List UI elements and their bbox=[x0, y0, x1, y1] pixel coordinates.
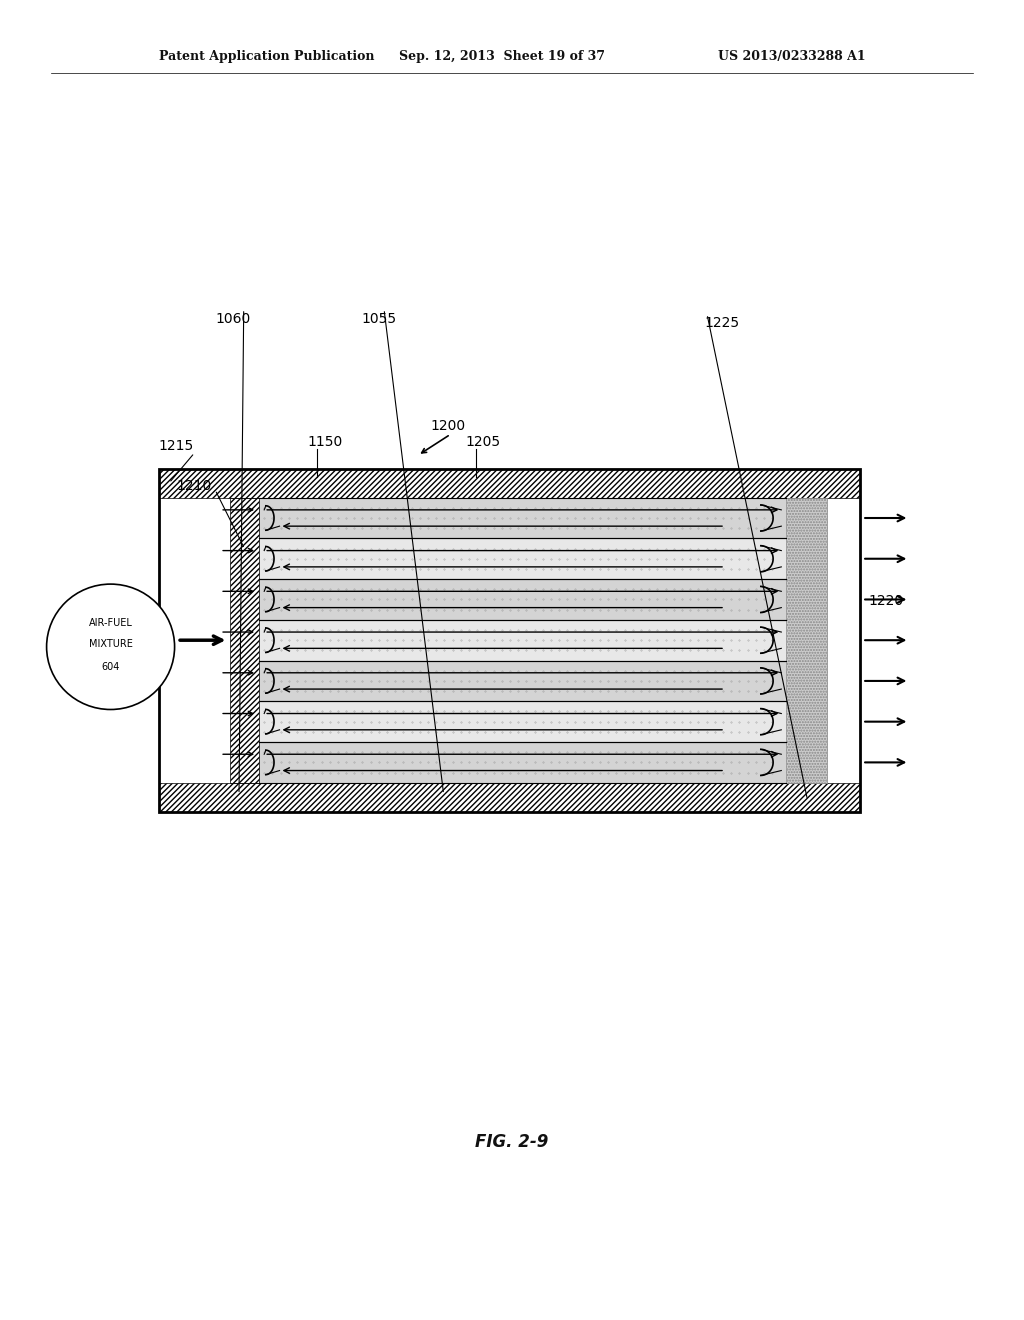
Text: Patent Application Publication: Patent Application Publication bbox=[159, 50, 374, 63]
Bar bbox=[259, 498, 786, 539]
Bar bbox=[159, 469, 860, 812]
Bar bbox=[259, 620, 786, 660]
Text: 1150: 1150 bbox=[307, 436, 342, 449]
Text: 1210: 1210 bbox=[176, 479, 211, 492]
Text: US 2013/0233288 A1: US 2013/0233288 A1 bbox=[718, 50, 865, 63]
Ellipse shape bbox=[47, 583, 174, 710]
Text: 1205: 1205 bbox=[466, 436, 501, 449]
Bar bbox=[259, 579, 786, 620]
Bar bbox=[230, 498, 259, 783]
Text: 1055: 1055 bbox=[361, 313, 396, 326]
Text: 1225: 1225 bbox=[705, 317, 739, 330]
Bar bbox=[259, 539, 786, 579]
Text: 604: 604 bbox=[101, 661, 120, 672]
Text: 1215: 1215 bbox=[159, 440, 194, 453]
Text: 1200: 1200 bbox=[430, 420, 465, 433]
Text: FIG. 2-9: FIG. 2-9 bbox=[475, 1133, 549, 1151]
Bar bbox=[786, 498, 827, 783]
Text: MIXTURE: MIXTURE bbox=[89, 639, 132, 649]
Text: Sep. 12, 2013  Sheet 19 of 37: Sep. 12, 2013 Sheet 19 of 37 bbox=[398, 50, 605, 63]
Bar bbox=[259, 660, 786, 701]
Text: 1220: 1220 bbox=[868, 594, 903, 607]
Text: AIR-FUEL: AIR-FUEL bbox=[89, 618, 132, 628]
Bar bbox=[259, 701, 786, 742]
Bar bbox=[159, 783, 860, 812]
Text: 1060: 1060 bbox=[216, 313, 251, 326]
Bar bbox=[159, 469, 860, 498]
Bar bbox=[259, 742, 786, 783]
